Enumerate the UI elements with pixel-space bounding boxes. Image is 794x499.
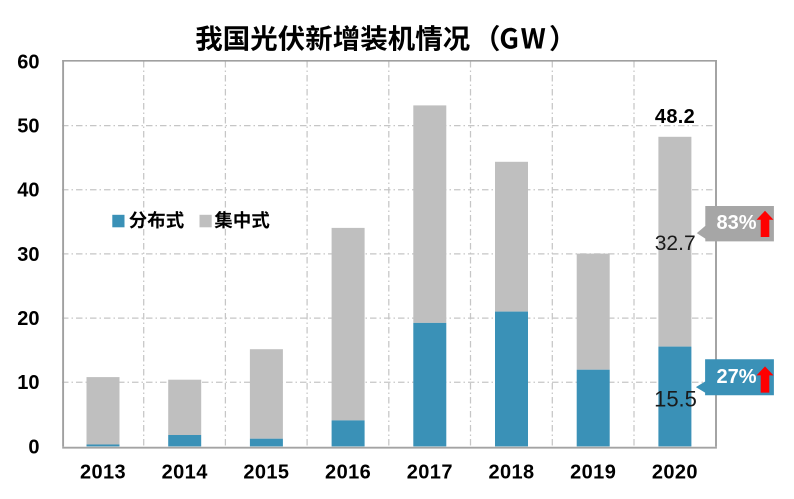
svg-text:10: 10 xyxy=(17,372,39,394)
svg-text:50: 50 xyxy=(17,116,39,138)
svg-text:40: 40 xyxy=(17,180,39,202)
svg-text:2015: 2015 xyxy=(243,462,289,484)
svg-text:2014: 2014 xyxy=(162,462,209,484)
svg-text:2019: 2019 xyxy=(570,462,616,484)
svg-text:2018: 2018 xyxy=(488,462,534,484)
svg-text:30: 30 xyxy=(17,244,39,266)
svg-text:2017: 2017 xyxy=(407,462,453,484)
svg-text:2013: 2013 xyxy=(80,462,126,484)
svg-text:2016: 2016 xyxy=(325,462,371,484)
svg-text:15.5: 15.5 xyxy=(654,387,697,412)
svg-text:48.2: 48.2 xyxy=(655,106,695,128)
svg-text:2020: 2020 xyxy=(652,462,698,484)
svg-text:20: 20 xyxy=(17,308,39,330)
svg-text:0: 0 xyxy=(28,436,39,458)
svg-text:27%: 27% xyxy=(716,366,756,388)
svg-text:60: 60 xyxy=(17,51,39,73)
svg-text:32.7: 32.7 xyxy=(655,232,696,255)
svg-text:83%: 83% xyxy=(716,212,756,234)
